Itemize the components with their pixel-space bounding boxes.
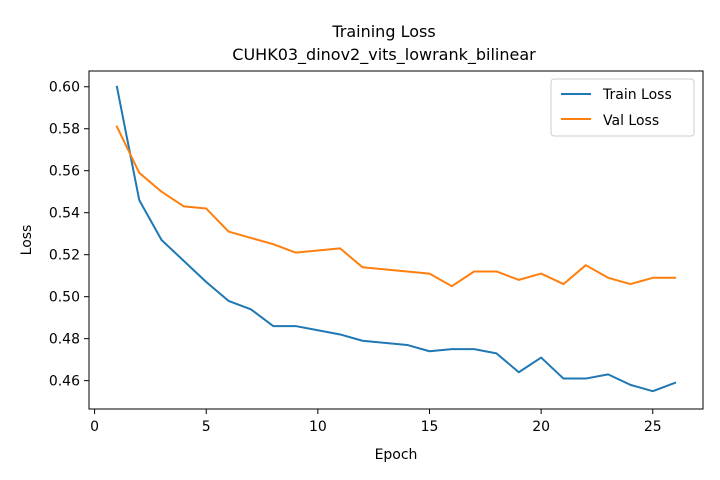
x-axis-label: Epoch [375,447,418,463]
y-tick-label: 0.56 [49,164,80,180]
x-tick-label: 5 [202,419,211,435]
x-axis: 0 5 10 15 20 25 [90,409,662,435]
chart-subtitle: CUHK03_dinov2_vits_lowrank_bilinear [232,45,536,65]
y-tick-label: 0.58 [49,122,80,138]
legend-label-val-loss: Val Loss [603,113,659,129]
plot-area [115,85,677,393]
x-tick-label: 10 [309,419,327,435]
legend: Train Loss Val Loss [550,78,695,137]
series-line-val-loss [115,125,677,288]
y-tick-label: 0.52 [49,248,80,264]
y-tick-label: 0.50 [49,290,80,306]
x-tick-label: 15 [421,419,439,435]
y-tick-label: 0.60 [49,80,80,96]
y-axis: 0.46 0.48 0.50 0.52 0.54 0.56 0.58 0.60 [49,80,89,390]
y-tick-label: 0.54 [49,206,80,222]
y-tick-label: 0.46 [49,374,80,390]
axes-frame [88,70,704,410]
series-line-train-loss [115,85,677,393]
x-tick-label: 25 [644,419,662,435]
y-axis-label: Loss [19,225,35,256]
x-tick-label: 0 [90,419,99,435]
chart-title: Training Loss [331,22,435,41]
x-tick-label: 20 [532,419,550,435]
legend-label-train-loss: Train Loss [602,87,672,103]
y-tick-label: 0.48 [49,332,80,348]
